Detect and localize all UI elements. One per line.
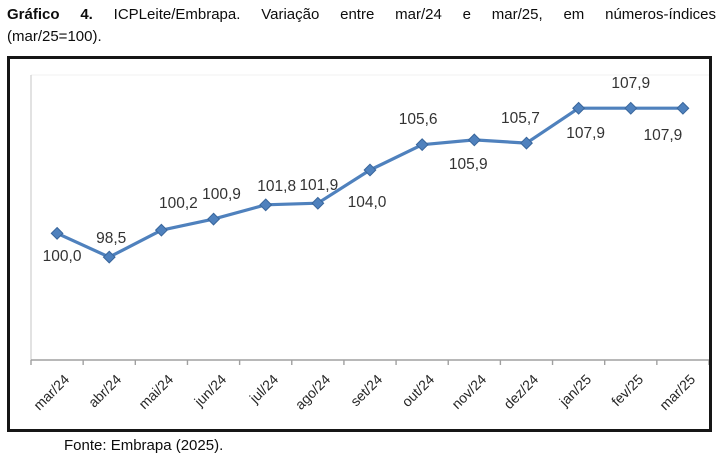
data-point-label: 100,2 [158,195,198,213]
source-note: Fonte: Embrapa (2025). [64,437,224,454]
data-point-marker [415,138,429,152]
data-point-label: 107,9 [611,75,651,93]
data-point-marker [363,163,377,177]
data-labels-layer: 100,0 98,5 100,2 100,9 101,8 101,9 104,0 105,6 1… [10,59,709,429]
data-point-marker [102,250,116,264]
caption-figure-number: Gráfico 4. [7,6,93,23]
data-point-marker [676,101,690,115]
data-point-label: 100,9 [202,186,241,204]
data-point-label: 107,9 [643,127,683,145]
data-point-marker [572,101,586,115]
caption-line-2: (mar/25=100). [7,28,102,45]
figure-caption: Gráfico 4. ICPLeite/Embrapa. Variação en… [7,4,716,48]
caption-text: ICPLeite/Embrapa. Variação entre mar/24 … [113,6,716,23]
data-point-marker [519,136,533,150]
data-point-label: 101,8 [257,177,297,195]
data-point-marker [259,198,273,212]
data-point-marker [50,226,64,240]
data-point-label: 104,0 [347,194,387,211]
data-point-label: 105,9 [448,155,488,173]
data-point-marker [154,223,168,237]
data-point-marker [467,133,481,147]
data-point-label: 98,5 [96,230,127,248]
data-point-label: 100,0 [42,248,82,266]
data-point-label: 107,9 [566,125,605,143]
data-point-marker [624,101,638,115]
data-point-label: 105,7 [501,110,540,128]
caption-line-1: Gráfico 4. ICPLeite/Embrapa. Variação en… [7,4,716,26]
data-point-label: 101,9 [299,177,339,195]
data-point-marker [311,196,325,210]
line-chart [30,74,709,365]
chart-frame: 100,0 98,5 100,2 100,9 101,8 101,9 104,0 105,6 1… [7,56,712,432]
x-axis-labels-layer: mar/24 abr/24 mai/24 jun/24 jul/24 ago/24 set/… [10,59,709,429]
data-point-marker [207,212,221,226]
data-point-label: 105,6 [398,110,438,128]
